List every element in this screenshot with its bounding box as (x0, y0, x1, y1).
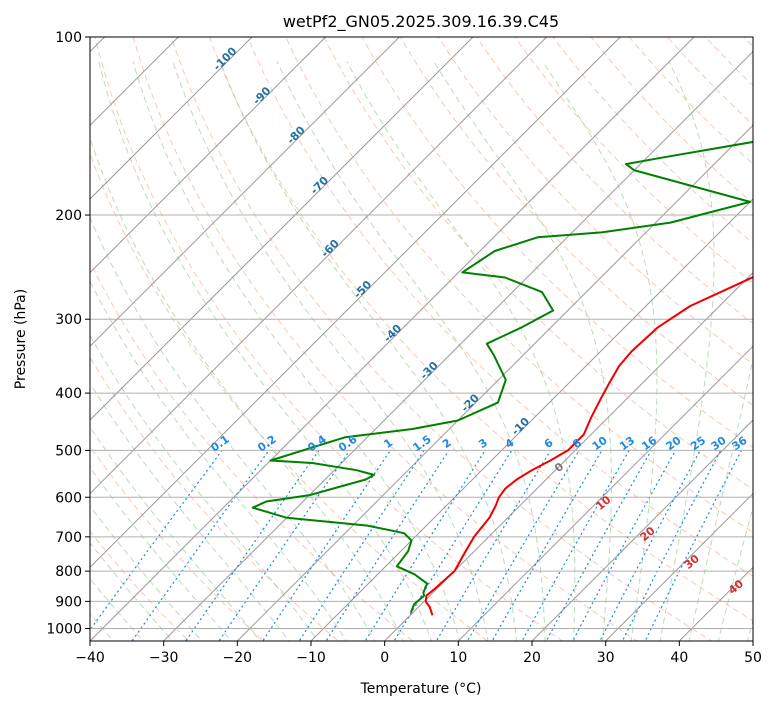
moist-adiabat (132, 61, 461, 641)
y-tick-label: 500 (55, 443, 82, 459)
isotherm-line (0, 10, 58, 653)
mixing-ratio-line (466, 450, 580, 641)
x-tick-label: 10 (449, 650, 467, 666)
isotherm-line (383, 271, 753, 641)
moist-adiabat (90, 382, 290, 641)
mixing-ratio-line (298, 450, 425, 641)
mixing-ratio-line (491, 450, 603, 641)
mixing-ratio-line (131, 450, 270, 641)
x-axis-label: Temperature (°C) (360, 681, 482, 697)
dry-adiabat (361, 37, 753, 448)
moist-adiabat (688, 356, 753, 641)
mixing-ratio-line (435, 450, 552, 641)
dry-adiabat (476, 37, 753, 325)
isotherm-line (604, 492, 753, 641)
isotherm-line (90, 37, 401, 348)
x-tick-label: 40 (670, 650, 688, 666)
plot-frame (89, 36, 754, 642)
moist-adiabat (219, 61, 518, 641)
isotherm-line (90, 37, 695, 641)
isotherm-line (310, 198, 753, 641)
y-tick-label: 1000 (46, 621, 82, 637)
mixing-ratio-line (521, 450, 630, 641)
x-tick-label: 20 (523, 650, 541, 666)
y-tick-label: 100 (55, 30, 82, 46)
y-tick-label: 200 (55, 208, 82, 224)
y-axis-label: Pressure (hPa) (13, 289, 29, 389)
y-tick-label: 800 (55, 564, 82, 580)
x-ticks: −40 −30 −20 −10 0 10 20 30 40 50 (75, 641, 762, 666)
dry-adiabat (285, 37, 753, 534)
x-tick-label: −10 (296, 650, 326, 666)
mixing-ratio-line (572, 450, 677, 641)
dry-adiabat (755, 10, 775, 653)
moist-adiabat (276, 61, 546, 641)
profile-lines (251, 140, 753, 616)
dewpoint-line (251, 140, 753, 613)
x-tick-label: −20 (223, 650, 253, 666)
moist-adiabat (90, 466, 232, 641)
isotherm-line (236, 124, 753, 641)
isotherm-line (90, 37, 180, 127)
dry-adiabat (90, 445, 265, 641)
x-tick-label: −40 (75, 650, 105, 666)
moist-adiabat (717, 505, 753, 641)
mixing-ratio-line (90, 450, 223, 631)
dry-adiabat (247, 37, 753, 577)
background-lines (0, 10, 775, 653)
dry-adiabat (170, 37, 713, 641)
mixing-ratio-line (325, 450, 450, 641)
moist-adiabat (542, 61, 658, 641)
moist-adiabat (659, 61, 715, 641)
isotherm-line (90, 37, 548, 495)
dry-adiabat (323, 37, 753, 491)
mixing-ratio-line (262, 450, 391, 641)
plot-background (90, 37, 753, 641)
y-tick-label: 300 (55, 312, 82, 328)
isotherm-line (90, 37, 622, 569)
moist-adiabat (433, 61, 612, 641)
dry-adiabat (94, 37, 564, 641)
moist-adiabat (172, 61, 489, 641)
isotherm-line (457, 345, 753, 641)
y-tick-label: 700 (55, 530, 82, 546)
dry-adiabat (437, 37, 753, 365)
isotherm-line (90, 37, 327, 274)
moist-adiabat (90, 334, 319, 641)
mixing-ratio-line (218, 450, 351, 641)
y-tick-label: 600 (55, 490, 82, 506)
temperature-line (424, 276, 753, 616)
pressure-grid (90, 37, 753, 629)
isotherm-line (531, 419, 753, 641)
x-tick-label: 0 (380, 650, 389, 666)
mixing-ratio-line (599, 450, 701, 641)
moist-adiabat (90, 425, 261, 641)
isotherm-line (90, 37, 474, 421)
dry-adiabat (90, 260, 414, 641)
x-tick-label: 50 (744, 650, 762, 666)
isotherm-line (162, 50, 753, 641)
x-tick-label: −30 (149, 650, 179, 666)
y-tick-label: 900 (55, 594, 82, 610)
chart-title: wetPf2_GN05.2025.309.16.39.C45 (283, 12, 559, 32)
moist-adiabat (346, 61, 576, 641)
dry-adiabat (90, 152, 489, 641)
dry-adiabat (132, 37, 639, 641)
x-tick-label: 30 (597, 650, 615, 666)
dry-adiabat (666, 37, 753, 126)
mixing-ratio-line (185, 450, 320, 641)
y-tick-label: 400 (55, 386, 82, 402)
moist-adiabat (90, 280, 347, 641)
y-ticks: 100 200 300 400 500 600 700 800 900 1000 (46, 30, 90, 637)
isotherm-line (90, 37, 253, 200)
moist-adiabat (90, 136, 404, 641)
